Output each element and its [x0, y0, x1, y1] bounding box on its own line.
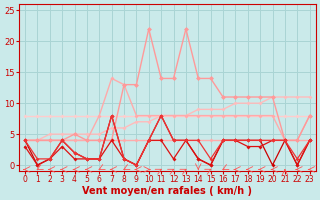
X-axis label: Vent moyen/en rafales ( km/h ): Vent moyen/en rafales ( km/h ) [82, 186, 252, 196]
